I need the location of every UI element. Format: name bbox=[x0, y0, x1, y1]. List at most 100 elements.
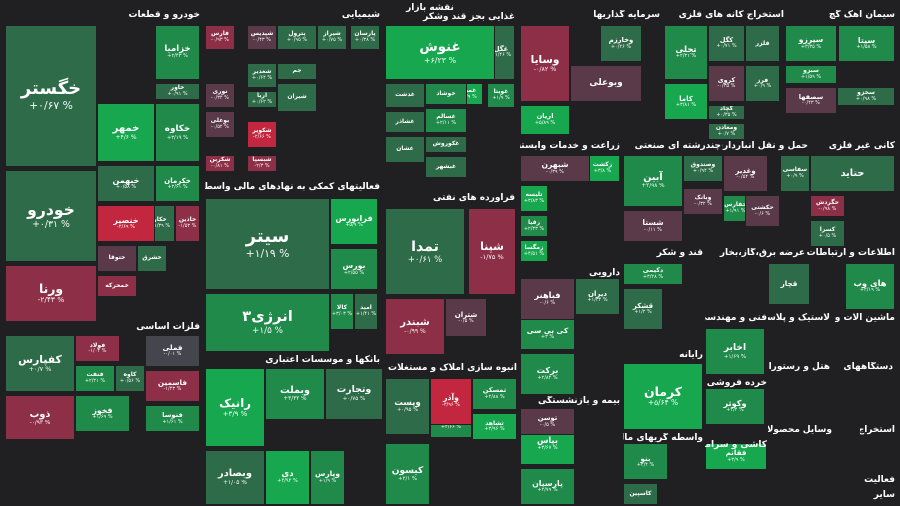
stock-cell[interactable]: دکیمی +۳/۲۸ % bbox=[623, 263, 683, 285]
stock-cell[interactable]: جم bbox=[277, 63, 317, 80]
stock-cell[interactable]: کرمان +۵/۶۴ % bbox=[623, 363, 703, 430]
stock-cell[interactable]: سیرزو +۳/۳۵ % bbox=[785, 25, 837, 62]
stock-cell[interactable]: فلزر bbox=[745, 25, 780, 62]
stock-cell[interactable]: وصندوق +۰/۹۴ % bbox=[683, 155, 723, 182]
stock-cell[interactable]: وکوثر +۲/۴ % bbox=[705, 388, 765, 425]
stock-cell[interactable]: فرابورس +۵/۹ % bbox=[330, 198, 378, 245]
stock-cell[interactable]: خاذین -۱/۵۳ % bbox=[175, 205, 200, 242]
stock-cell[interactable]: کی بی سی +۳ % bbox=[520, 318, 575, 350]
stock-cell[interactable]: وبملت +۳/۳۲ % bbox=[265, 368, 325, 420]
stock-cell[interactable]: های وب +۲/۱۹ % bbox=[845, 263, 895, 310]
stock-cell[interactable]: وپارس +۱/۹ % bbox=[310, 450, 345, 505]
stock-cell[interactable]: قشکر +۱/۲ % bbox=[623, 288, 663, 330]
stock-cell[interactable]: فخوز +۱/۶۹ % bbox=[75, 395, 130, 432]
stock-cell[interactable]: کالا +۳/۰۳ % bbox=[330, 293, 354, 330]
stock-cell[interactable]: بوعلی -۰/۵۲ % bbox=[205, 111, 235, 138]
stock-cell[interactable]: وبانک -۰/۳۲ % bbox=[683, 188, 723, 215]
stock-cell[interactable]: کروی -۰/۳۵ % bbox=[708, 65, 745, 102]
stock-cell[interactable]: حتاید bbox=[810, 155, 895, 192]
stock-cell[interactable]: خوشاد bbox=[425, 83, 467, 105]
stock-cell[interactable]: غویتا +۱/۹ % bbox=[487, 83, 515, 108]
stock-cell[interactable]: غشاذر bbox=[385, 111, 425, 133]
stock-cell[interactable]: شتران -۰/۵ % bbox=[445, 298, 487, 337]
stock-cell[interactable]: بنو +۲/۴ % bbox=[623, 443, 668, 480]
stock-cell[interactable]: زقیا +۲/۳۳ % bbox=[520, 215, 548, 237]
stock-cell[interactable]: ثشاهد +۳/۹۶ % bbox=[472, 413, 517, 440]
stock-cell[interactable]: پترول +۰/۹۵ % bbox=[277, 25, 317, 50]
stock-cell[interactable]: وغدیر -۰/۵۴ % bbox=[723, 155, 768, 192]
stock-cell[interactable]: کگل +۰/۷۱ % bbox=[708, 25, 745, 62]
stock-cell[interactable]: دی +۴/۹۴ % bbox=[265, 450, 310, 505]
stock-cell[interactable]: زمگسا +۴/۵۱ % bbox=[520, 240, 548, 262]
stock-cell[interactable]: رانیک +۳/۹ % bbox=[205, 368, 265, 447]
stock-cell[interactable]: زکشت +۳/۸ % bbox=[585, 155, 620, 182]
stock-cell[interactable]: شکربن -۰/۸۱ % bbox=[205, 155, 235, 172]
stock-cell[interactable]: دیران +۱/۳۴ % bbox=[575, 278, 620, 315]
stock-cell[interactable]: سخزو +۰/۹۸ % bbox=[837, 87, 895, 106]
stock-cell[interactable]: کسرا +۰/۵ % bbox=[810, 220, 845, 247]
stock-cell[interactable]: وبوعلی bbox=[570, 65, 642, 102]
stock-cell[interactable]: خشرق bbox=[137, 245, 167, 272]
stock-cell[interactable]: غبشهر bbox=[425, 156, 467, 178]
stock-cell[interactable]: خاور +۰/۹۱ % bbox=[155, 83, 200, 100]
stock-cell[interactable]: خمحرکه bbox=[97, 275, 137, 297]
stock-cell[interactable]: کاما +۳/۸۱ % bbox=[664, 83, 708, 120]
stock-cell[interactable]: پارسان +۰/۳۸ % bbox=[350, 25, 380, 50]
stock-cell[interactable]: شیراز +۰/۷۵ % bbox=[317, 25, 347, 50]
stock-cell[interactable]: نوری -۰/۳۴ % bbox=[205, 83, 235, 108]
stock-cell[interactable]: شیران bbox=[277, 83, 317, 112]
stock-cell[interactable]: حکشتی -۰/۶ % bbox=[745, 195, 780, 227]
stock-cell[interactable]: تمدا +۰/۶۱ % bbox=[385, 208, 465, 295]
stock-cell[interactable]: پارسیان +۲/۷۹ % bbox=[520, 468, 575, 505]
stock-cell[interactable]: وپست +۰/۹۵ % bbox=[385, 378, 430, 435]
stock-cell[interactable]: وتجارت +۰/۷۵ % bbox=[325, 368, 383, 420]
stock-cell[interactable]: فاسمین -۱/۴۳ % bbox=[145, 370, 200, 402]
stock-cell[interactable]: فنفت +۲/۲۱ % bbox=[75, 365, 115, 392]
stock-cell[interactable]: امید +۱/۴۱ % bbox=[354, 293, 378, 330]
stock-cell[interactable]: وخارزم +۰/۲۶ % bbox=[600, 25, 642, 62]
stock-cell[interactable]: غشان bbox=[385, 136, 425, 163]
stock-cell[interactable]: خبهمن +۰/۵۸ % bbox=[97, 165, 155, 202]
stock-cell[interactable]: فولاد -۱/۰۴ % bbox=[75, 335, 120, 362]
stock-cell[interactable]: شپنا -۱/۷۵ % bbox=[468, 208, 516, 295]
stock-cell[interactable]: سیتر +۱/۱۹ % bbox=[205, 198, 330, 290]
stock-cell[interactable]: تجلی +۲/۳۱ % bbox=[664, 25, 708, 80]
stock-cell[interactable]: خگستر +۰/۶۷ % bbox=[5, 25, 97, 167]
stock-cell[interactable]: ثمسکن +۲/۸۸ % bbox=[472, 378, 517, 410]
stock-cell[interactable]: فنوسا +۱/۶۱ % bbox=[145, 405, 200, 432]
stock-cell[interactable]: آریا +۰/۶۲ % bbox=[247, 91, 277, 108]
stock-cell[interactable]: قچار bbox=[768, 263, 810, 305]
stock-cell[interactable]: ختوقا bbox=[97, 245, 137, 272]
stock-cell[interactable]: کاسپین bbox=[623, 483, 658, 505]
stock-cell[interactable]: سبزو +۱/۵۹ % bbox=[785, 65, 837, 84]
stock-cell[interactable]: فرز +۰/۹ % bbox=[745, 65, 780, 102]
stock-cell[interactable]: کفپارس +۰/۷ % bbox=[5, 335, 75, 392]
stock-cell[interactable]: خزامیا +۲/۴۳ % bbox=[155, 25, 200, 80]
stock-cell[interactable]: تلیسه +۳/۸۳ % bbox=[520, 185, 548, 212]
stock-cell[interactable]: شستا -۰/۱۱ % bbox=[623, 210, 683, 242]
stock-cell[interactable]: سفاسی +۰/۹ % bbox=[780, 155, 810, 192]
stock-cell[interactable]: سیتا +۱/۵۸ % bbox=[838, 25, 895, 62]
stock-cell[interactable]: ذوب -۰/۹۳ % bbox=[5, 395, 75, 440]
stock-cell[interactable]: خکاوه +۳/۱۹ % bbox=[155, 103, 200, 162]
stock-cell[interactable]: غدشت bbox=[385, 83, 425, 108]
stock-cell[interactable]: بورس +۲/۵۵ % bbox=[330, 248, 378, 290]
stock-cell[interactable]: کاوه +۰/۵۶ % bbox=[115, 365, 145, 392]
stock-cell[interactable]: شپدیس -۰/۴۳ % bbox=[247, 25, 277, 50]
stock-cell[interactable]: غسالم +۲/۱۱ % bbox=[425, 108, 467, 133]
stock-cell[interactable]: خکرمان +۲/۶۱ % bbox=[155, 165, 200, 202]
stock-cell[interactable]: سصفها -۰/۴۳ % bbox=[785, 87, 837, 114]
stock-cell[interactable]: فملی -۰/۰۱ % bbox=[145, 335, 200, 367]
stock-cell[interactable]: وسایا -۰/۸۲ % bbox=[520, 25, 570, 102]
stock-cell[interactable]: شغدیر +۰/۶۴ % bbox=[247, 63, 277, 88]
stock-cell[interactable]: اخابر +۱/۶۹ % bbox=[705, 328, 765, 375]
stock-cell[interactable]: غنوش +۶/۲۳ % bbox=[385, 25, 495, 80]
stock-cell[interactable]: برکت +۲/۸۴ % bbox=[520, 353, 575, 395]
stock-cell[interactable]: شبهرن -۰/۳۹ % bbox=[520, 155, 590, 182]
stock-cell[interactable]: کیسون +۲/۱ % bbox=[385, 443, 430, 505]
stock-cell[interactable]: خمهر +۴/۶ % bbox=[97, 103, 155, 162]
stock-cell[interactable]: انرژی۳ +۱/۵ % bbox=[205, 293, 330, 352]
stock-cell[interactable]: خودرو +۰/۳۱ % bbox=[5, 170, 97, 262]
stock-cell[interactable]: وآذر -۳/۹۶ % bbox=[430, 378, 472, 425]
stock-cell[interactable]: غکوروش bbox=[425, 136, 467, 153]
